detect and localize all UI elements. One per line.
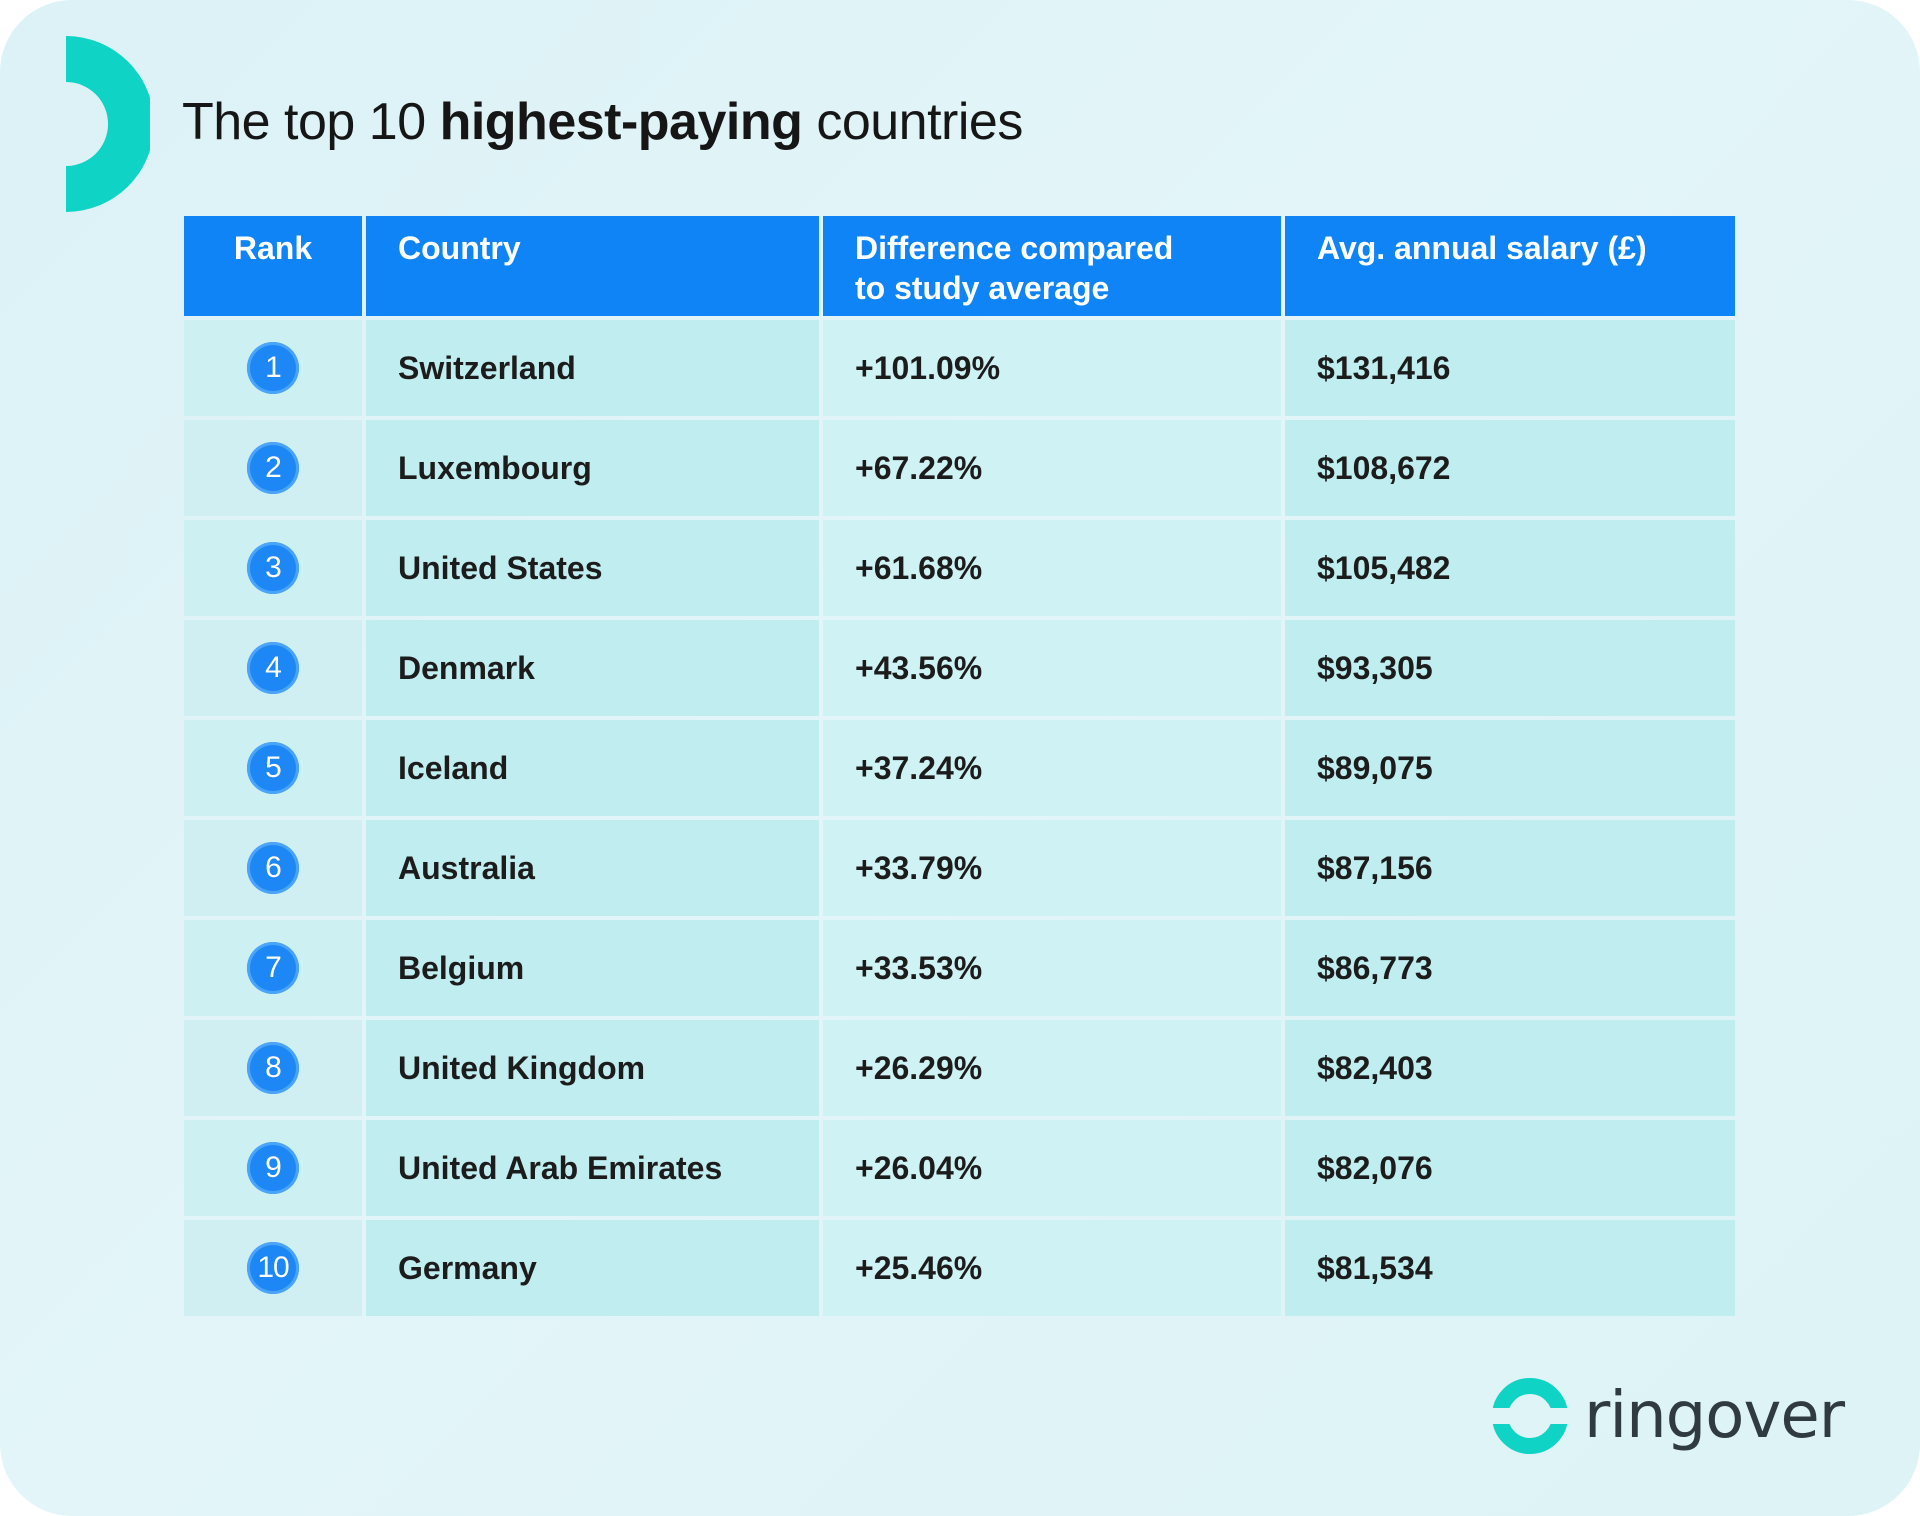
rank-badge: 4 (247, 642, 299, 694)
difference-cell: +67.22% (823, 420, 1281, 516)
country-cell: Switzerland (366, 320, 819, 416)
salary-cell: $108,672 (1285, 420, 1735, 516)
rank-cell: 5 (184, 720, 362, 816)
difference-cell: +101.09% (823, 320, 1281, 416)
rank-cell: 1 (184, 320, 362, 416)
rank-badge: 1 (247, 342, 299, 394)
table-row: 6 Australia +33.79% $87,156 (184, 820, 1735, 916)
country-cell: United Arab Emirates (366, 1120, 819, 1216)
page-title: The top 10 highest-paying countries (182, 92, 1023, 152)
salary-cell: $105,482 (1285, 520, 1735, 616)
table-row: 10 Germany +25.46% $81,534 (184, 1220, 1735, 1316)
country-cell: Australia (366, 820, 819, 916)
difference-cell: +25.46% (823, 1220, 1281, 1316)
table-row: 7 Belgium +33.53% $86,773 (184, 920, 1735, 1016)
country-cell: Luxembourg (366, 420, 819, 516)
salary-cell: $131,416 (1285, 320, 1735, 416)
table-row: 1 Switzerland +101.09% $131,416 (184, 320, 1735, 416)
salary-cell: $82,403 (1285, 1020, 1735, 1116)
difference-cell: +61.68% (823, 520, 1281, 616)
salary-cell: $89,075 (1285, 720, 1735, 816)
country-cell: Denmark (366, 620, 819, 716)
header-difference-line1: Difference compared (855, 230, 1174, 266)
table-row: 2 Luxembourg +67.22% $108,672 (184, 420, 1735, 516)
title-suffix: countries (816, 93, 1023, 151)
table-row: 9 United Arab Emirates +26.04% $82,076 (184, 1120, 1735, 1216)
country-cell: Iceland (366, 720, 819, 816)
table-row: 5 Iceland +37.24% $89,075 (184, 720, 1735, 816)
country-cell: Belgium (366, 920, 819, 1016)
title-emphasis: highest-paying (439, 93, 803, 151)
country-cell: Germany (366, 1220, 819, 1316)
difference-cell: +26.29% (823, 1020, 1281, 1116)
rank-badge: 10 (247, 1242, 299, 1294)
rank-badge: 7 (247, 942, 299, 994)
salary-cell: $86,773 (1285, 920, 1735, 1016)
rank-cell: 4 (184, 620, 362, 716)
rank-cell: 7 (184, 920, 362, 1016)
difference-cell: +33.79% (823, 820, 1281, 916)
salary-cell: $82,076 (1285, 1120, 1735, 1216)
header-difference-line2: to study average (855, 270, 1110, 306)
header-country: Country (366, 216, 819, 316)
rank-badge: 2 (247, 442, 299, 494)
header-difference: Difference compared to study average (823, 216, 1281, 316)
rank-badge: 5 (247, 742, 299, 794)
salary-cell: $81,534 (1285, 1220, 1735, 1316)
difference-cell: +43.56% (823, 620, 1281, 716)
difference-cell: +26.04% (823, 1120, 1281, 1216)
rank-badge: 6 (247, 842, 299, 894)
rank-cell: 9 (184, 1120, 362, 1216)
country-cell: United Kingdom (366, 1020, 819, 1116)
table-body: 1 Switzerland +101.09% $131,416 2 Luxembourg +… (184, 320, 1735, 1316)
difference-cell: +33.53% (823, 920, 1281, 1016)
table-header-row: Rank Country Difference compared to stud… (184, 216, 1735, 316)
title-prefix: The top 10 (182, 93, 426, 151)
ringover-logo-icon (1490, 1378, 1570, 1454)
header-salary: Avg. annual salary (£) (1285, 216, 1735, 316)
rank-badge: 9 (247, 1142, 299, 1194)
difference-cell: +37.24% (823, 720, 1281, 816)
rank-cell: 3 (184, 520, 362, 616)
brand-name: ringover (1584, 1379, 1845, 1453)
rank-cell: 10 (184, 1220, 362, 1316)
header-rank: Rank (184, 216, 362, 316)
table-row: 3 United States +61.68% $105,482 (184, 520, 1735, 616)
rank-cell: 8 (184, 1020, 362, 1116)
table-row: 8 United Kingdom +26.29% $82,403 (184, 1020, 1735, 1116)
salary-table: Rank Country Difference compared to stud… (180, 212, 1739, 1320)
salary-cell: $93,305 (1285, 620, 1735, 716)
rank-badge: 3 (247, 542, 299, 594)
salary-cell: $87,156 (1285, 820, 1735, 916)
rank-cell: 2 (184, 420, 362, 516)
table-row: 4 Denmark +43.56% $93,305 (184, 620, 1735, 716)
country-cell: United States (366, 520, 819, 616)
half-ring-decoration-icon (66, 36, 150, 212)
rank-badge: 8 (247, 1042, 299, 1094)
rank-cell: 6 (184, 820, 362, 916)
ringover-logo: ringover (1490, 1376, 1845, 1456)
